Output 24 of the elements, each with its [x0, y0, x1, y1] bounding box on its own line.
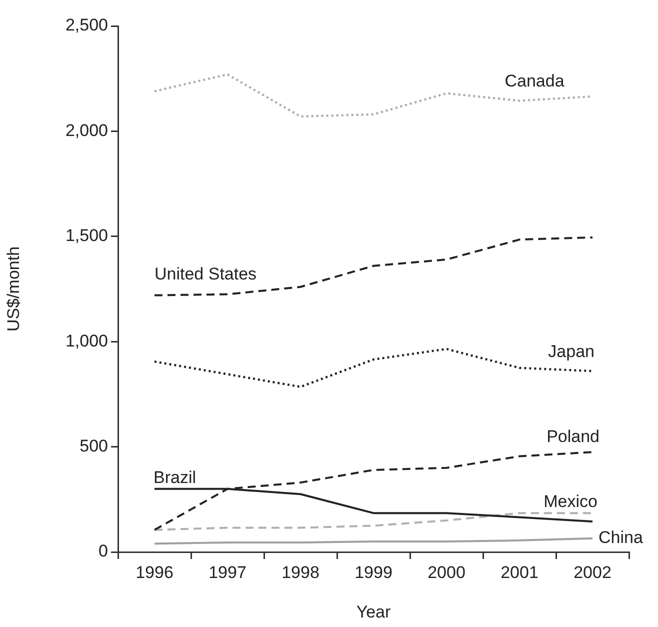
y-tick-label: 500: [80, 436, 108, 456]
x-axis-title: Year: [356, 602, 392, 622]
x-tick-label: 1997: [208, 562, 246, 582]
y-tick-label: 0: [98, 542, 108, 561]
x-tick-label: 2001: [500, 562, 538, 582]
x-tick-label: 2000: [428, 562, 466, 582]
series-label: United States: [154, 264, 257, 284]
x-tick-label: 1999: [354, 562, 392, 582]
x-tick-label: 1998: [282, 562, 320, 582]
y-tick-label: 2,500: [65, 16, 108, 35]
series-label: Mexico: [544, 492, 598, 512]
x-tick-label: 2002: [574, 562, 612, 582]
y-tick-label: 2,000: [65, 120, 108, 140]
line-series: [154, 236, 594, 296]
series-label: Japan: [548, 342, 594, 362]
series-label: China: [598, 528, 644, 548]
y-axis-title: US$/month: [4, 246, 23, 332]
series-label: Poland: [546, 427, 600, 446]
y-tick-label: 1,500: [65, 226, 108, 246]
line-series: [154, 512, 594, 531]
series-label: Canada: [504, 72, 565, 91]
y-tick-label: 1,000: [65, 331, 108, 350]
x-tick-label: 1996: [136, 562, 174, 582]
series-label: Brazil: [154, 468, 196, 487]
